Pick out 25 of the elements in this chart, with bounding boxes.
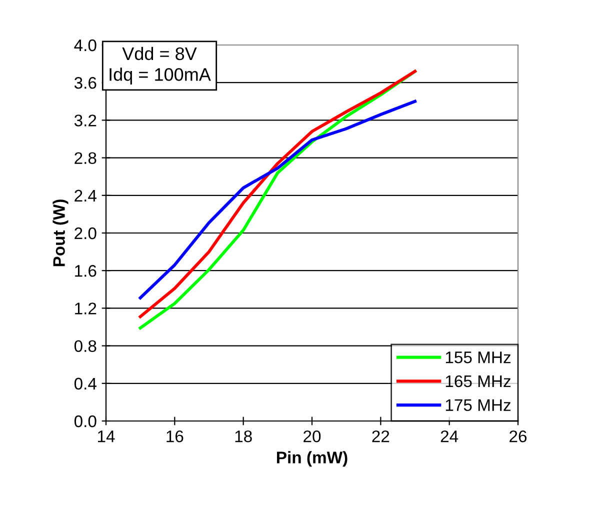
x-tick-label: 14 — [98, 430, 115, 442]
legend-label: 165 MHz — [446, 375, 511, 388]
y-tick-label: 1.6 — [75, 265, 96, 277]
y-tick-label: 2.8 — [74, 152, 96, 164]
y-axis-title: Pout (W) — [52, 200, 68, 266]
legend-label: 155 MHz — [446, 352, 511, 364]
y-tick-label: 1.2 — [75, 302, 96, 314]
x-tick-label: 16 — [166, 430, 184, 442]
y-tick-label: 0.0 — [74, 415, 96, 428]
y-tick-label: 2.4 — [74, 190, 96, 202]
x-axis-title: Pin (mW) — [277, 451, 348, 467]
legend-label: 175 MHz — [446, 399, 511, 412]
line-series — [138, 100, 417, 300]
y-tick-label: 3.6 — [74, 77, 96, 89]
y-tick-label: 2.0 — [74, 227, 96, 240]
y-tick-label: 4.0 — [74, 39, 96, 52]
x-tick-label: 24 — [440, 430, 458, 442]
y-tick-label: 0.4 — [74, 378, 96, 390]
x-tick-label: 18 — [235, 430, 252, 442]
x-tick-label: 26 — [510, 430, 527, 442]
x-tick-label: 22 — [372, 430, 390, 442]
annotation: Vdd = 8V Idq = 100mA — [110, 46, 211, 84]
x-tick-label: 20 — [304, 430, 321, 442]
y-tick-label: 0.8 — [74, 340, 96, 352]
y-tick-label: 3.2 — [74, 114, 96, 126]
